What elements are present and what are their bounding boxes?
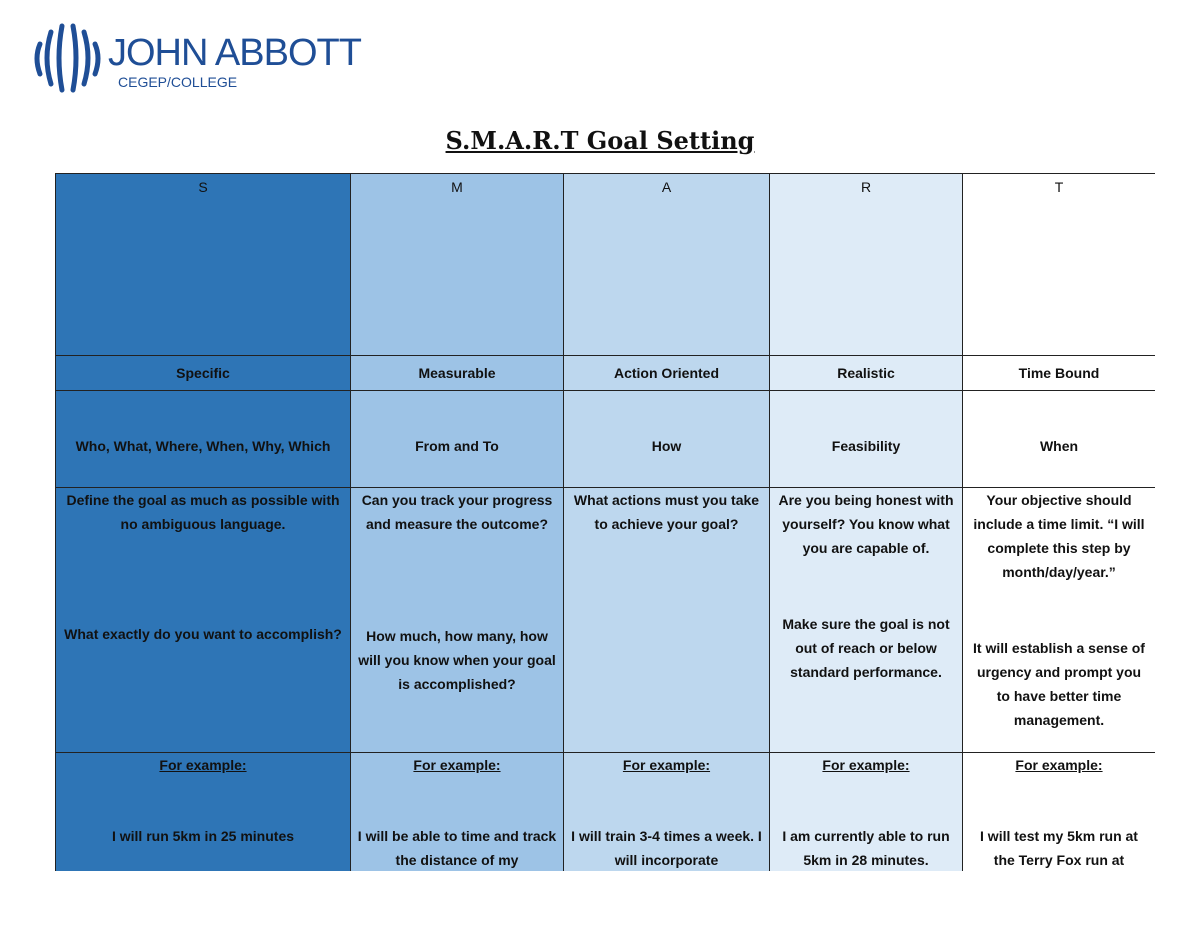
table-cell: From and To <box>351 391 564 488</box>
table-cell: Can you track your progress and measure … <box>351 488 564 753</box>
table-cell: How <box>564 391 770 488</box>
cell-paragraph: I am currently able to run 5km in 28 min… <box>782 828 950 868</box>
cell-paragraph: I will run 5km in 25 minutes <box>111 828 295 844</box>
cell-text: When <box>1039 438 1079 454</box>
logo-icon <box>34 23 101 93</box>
table-cell: T <box>963 174 1155 356</box>
cell-text: Realistic <box>837 365 895 381</box>
cell-paragraph: Are you being honest with yourself? You … <box>778 492 954 556</box>
cell-paragraph: What exactly do you want to accomplish? <box>64 626 342 642</box>
cell-paragraph: I will be able to time and track the dis… <box>357 828 557 868</box>
cell-paragraph: For example: <box>822 757 910 773</box>
table-cell: Your objective should include a time lim… <box>963 488 1155 753</box>
cell-text: Action Oriented <box>613 365 719 381</box>
table-cell: Realistic <box>770 356 963 391</box>
table-cell: Time Bound <box>963 356 1155 391</box>
table-cell: A <box>564 174 770 356</box>
table-cell: When <box>963 391 1155 488</box>
cell-paragraph: It will establish a sense of urgency and… <box>973 640 1145 728</box>
table-cell: M <box>351 174 564 356</box>
logo: JOHN ABBOTT CEGEP/COLLEGE <box>30 18 380 93</box>
cell-text: A <box>661 179 672 195</box>
table-cell: For example: I will test my 5km run at th… <box>963 753 1155 871</box>
table-cell: Feasibility <box>770 391 963 488</box>
document-title: S.M.A.R.T Goal Setting <box>445 126 755 155</box>
table-cell: For example: I am currently able to run 5… <box>770 753 963 871</box>
cell-paragraph: How much, how many, how will you know wh… <box>358 628 556 692</box>
table-cell: Action Oriented <box>564 356 770 391</box>
cell-text: From and To <box>415 438 499 454</box>
cell-paragraph: For example: <box>622 757 711 773</box>
cell-paragraph: What actions must you take to achieve yo… <box>573 492 760 532</box>
table-cell: Who, What, Where, When, Why, Which <box>56 391 351 488</box>
logo-name: JOHN ABBOTT <box>108 32 362 74</box>
cell-text: T <box>1054 179 1064 195</box>
cell-paragraph: For example: <box>1015 757 1103 773</box>
cell-text: Specific <box>176 365 230 381</box>
cell-paragraph: Can you track your progress and measure … <box>361 492 553 532</box>
cell-paragraph: Define the goal as much as possible with… <box>66 492 340 532</box>
table-cell: For example: I will train 3-4 times a wee… <box>564 753 770 871</box>
table-cell: For example: I will run 5km in 25 minutes <box>56 753 351 871</box>
table-cell: S <box>56 174 351 356</box>
table-cell: What actions must you take to achieve yo… <box>564 488 770 753</box>
cell-text: How <box>651 438 682 454</box>
table-cell: Measurable <box>351 356 564 391</box>
table-cell: Are you being honest with yourself? You … <box>770 488 963 753</box>
table-cell: R <box>770 174 963 356</box>
cell-paragraph: For example: <box>413 757 501 773</box>
smart-table: S M A R T Specific Measurable Action Oriented Re… <box>55 173 1155 871</box>
cell-paragraph: For example: <box>159 757 247 773</box>
cell-paragraph: Your objective should include a time lim… <box>973 492 1145 580</box>
logo-subtitle: CEGEP/COLLEGE <box>118 74 238 90</box>
cell-paragraph: Make sure the goal is not out of reach o… <box>782 616 950 680</box>
cell-text: Measurable <box>418 365 496 381</box>
cell-text: Time Bound <box>1018 365 1100 381</box>
table-cell: Define the goal as much as possible with… <box>56 488 351 753</box>
cell-paragraph: I will test my 5km run at the Terry Fox … <box>980 828 1138 868</box>
cell-text: R <box>860 179 872 195</box>
table-cell: Specific <box>56 356 351 391</box>
cell-text: Who, What, Where, When, Why, Which <box>75 438 331 454</box>
table-cell: For example: I will be able to time and t… <box>351 753 564 871</box>
cell-paragraph: I will train 3-4 times a week. I will in… <box>571 828 762 868</box>
cell-text: Feasibility <box>831 438 901 454</box>
cell-text: S <box>198 179 208 195</box>
cell-text: M <box>451 179 463 195</box>
